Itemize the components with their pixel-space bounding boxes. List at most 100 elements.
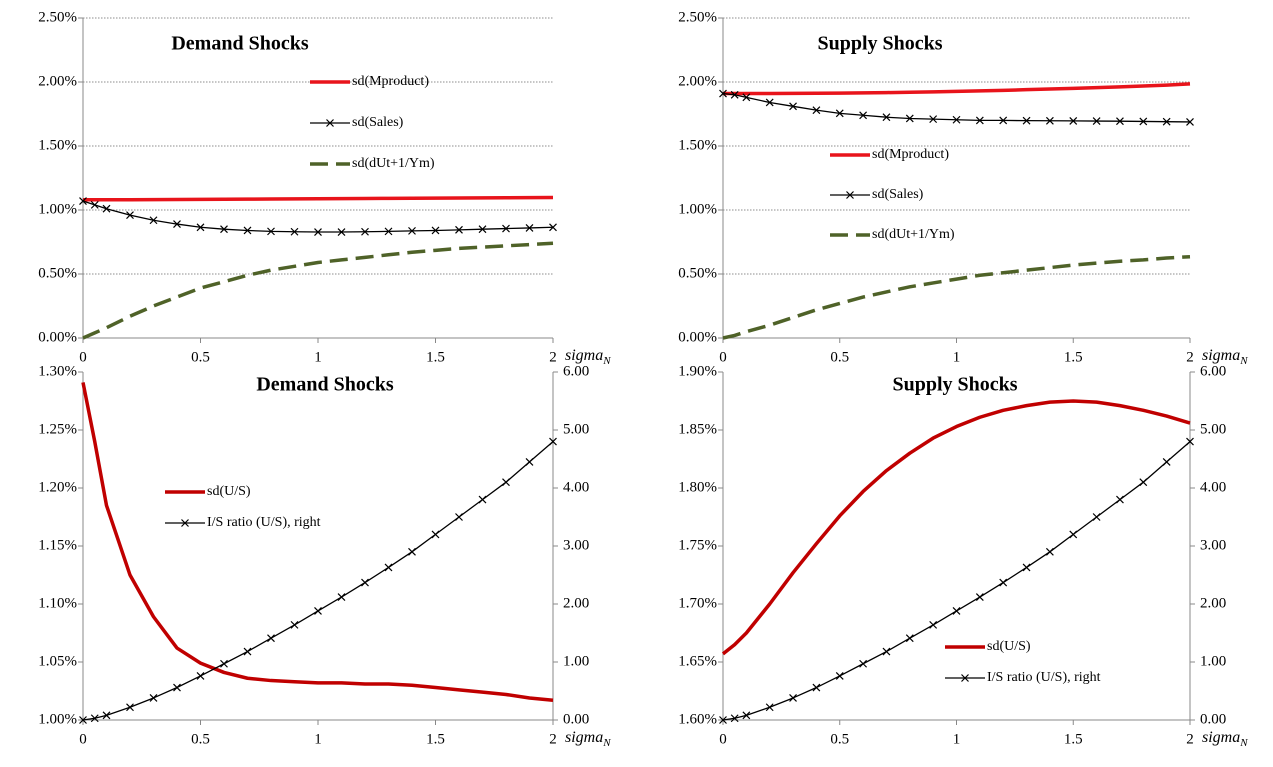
x-tick-label: 1: [953, 349, 961, 365]
marker: [1045, 547, 1054, 556]
x-tick-label: 2: [549, 731, 557, 747]
marker: [149, 694, 158, 702]
y-tick-label: 1.15%: [38, 537, 77, 553]
legend-label: sd(Sales): [352, 115, 404, 130]
marker: [929, 620, 938, 629]
marker: [408, 226, 416, 235]
marker: [361, 227, 369, 236]
marker: [90, 200, 99, 209]
marker: [408, 547, 416, 556]
marker: [525, 223, 534, 232]
y2-tick-label: 5.00: [563, 421, 589, 437]
y-tick-label: 1.00%: [38, 711, 77, 727]
chart-title: Demand Shocks: [256, 374, 393, 396]
legend-label: sd(U/S): [207, 484, 251, 499]
marker: [431, 226, 440, 235]
marker: [384, 563, 393, 572]
marker: [1139, 117, 1148, 126]
x-tick-label: 0: [79, 731, 87, 747]
marker: [79, 716, 87, 724]
marker: [502, 478, 510, 487]
x-tick-label: 0: [719, 349, 727, 365]
marker: [455, 513, 463, 521]
marker: [812, 683, 821, 692]
y2-tick-label: 1.00: [563, 653, 589, 669]
marker: [220, 659, 228, 668]
x-axis-label-subscript: N: [602, 737, 611, 749]
marker: [882, 113, 891, 122]
marker: [549, 223, 557, 232]
legend-marker: [326, 119, 334, 127]
marker: [1092, 117, 1101, 125]
series-line: [722, 254, 1191, 340]
legend-label: sd(Mproduct): [872, 147, 949, 162]
series-line: [722, 92, 1191, 123]
y-tick-label: 2.50%: [38, 9, 77, 25]
y2-tick-label: 4.00: [563, 479, 589, 495]
panel: 1.60% 1.65% 1.70% 1.75% 1.80% 1.85% 1.90% 0.00 1…: [678, 363, 1248, 748]
y-tick-label: 1.20%: [38, 479, 77, 495]
y-tick-label: 1.80%: [678, 479, 717, 495]
x-axis-label-main: sigma: [1202, 729, 1240, 746]
series-line: [722, 441, 1191, 721]
chart-title: Supply Shocks: [892, 374, 1017, 396]
legend-label: sd(Mproduct): [352, 74, 429, 89]
marker: [525, 457, 534, 466]
y2-tick-label: 6.00: [563, 363, 589, 379]
x-tick-label: 0: [79, 349, 87, 365]
y-tick-label: 0.00%: [678, 329, 717, 345]
marker: [719, 89, 727, 98]
marker: [361, 578, 369, 587]
marker: [478, 495, 487, 504]
marker: [999, 116, 1008, 125]
marker: [1162, 117, 1171, 126]
legend: sd(Mproduct) sd(Sales) sd(dUt+1/Ym): [830, 147, 955, 242]
marker: [1162, 457, 1171, 466]
marker: [765, 703, 774, 712]
y-tick-label: 1.00%: [38, 201, 77, 217]
x-axis-label: sigmaN: [565, 347, 611, 367]
series-line: [82, 241, 554, 340]
marker: [1092, 513, 1101, 521]
legend-marker: [961, 674, 969, 682]
marker: [196, 671, 205, 680]
series-line: [83, 195, 554, 202]
y-tick-label: 2.00%: [38, 73, 77, 89]
x-axis-label: sigmaN: [1202, 347, 1248, 367]
series-line: [721, 399, 1191, 656]
marker: [1069, 116, 1078, 125]
marker: [999, 578, 1008, 587]
marker: [882, 647, 891, 656]
marker: [1116, 495, 1124, 504]
marker: [835, 671, 844, 680]
x-tick-label: 0: [719, 731, 727, 747]
marker: [149, 216, 158, 225]
x-tick-label: 1: [314, 731, 322, 747]
marker: [478, 225, 487, 234]
y-tick-label: 1.30%: [38, 363, 77, 379]
x-tick-label: 0.5: [191, 349, 210, 365]
y2-tick-label: 3.00: [1200, 537, 1226, 553]
marker: [173, 220, 181, 229]
x-tick-label: 0.5: [830, 731, 849, 747]
x-axis-label-main: sigma: [565, 729, 603, 746]
panel: 1.00% 1.05% 1.10% 1.15% 1.20% 1.25% 1.30% 0.00 1…: [38, 363, 611, 748]
marker: [789, 102, 797, 111]
y2-tick-label: 0.00: [1200, 711, 1226, 727]
marker: [730, 90, 739, 99]
y-tick-label: 1.50%: [38, 137, 77, 153]
y2-tick-label: 3.00: [563, 537, 589, 553]
y-tick-label: 1.00%: [678, 201, 717, 217]
marker: [126, 211, 134, 220]
chart-title: Supply Shocks: [817, 33, 942, 55]
x-tick-label: 1: [314, 349, 322, 365]
y2-tick-label: 6.00: [1200, 363, 1226, 379]
x-axis-label-subscript: N: [602, 355, 611, 367]
x-tick-label: 2: [549, 349, 557, 365]
marker: [102, 711, 111, 720]
legend-label: sd(U/S): [987, 639, 1031, 654]
marker: [290, 227, 299, 236]
marker: [549, 437, 557, 446]
marker: [1069, 530, 1078, 539]
marker: [742, 711, 751, 720]
